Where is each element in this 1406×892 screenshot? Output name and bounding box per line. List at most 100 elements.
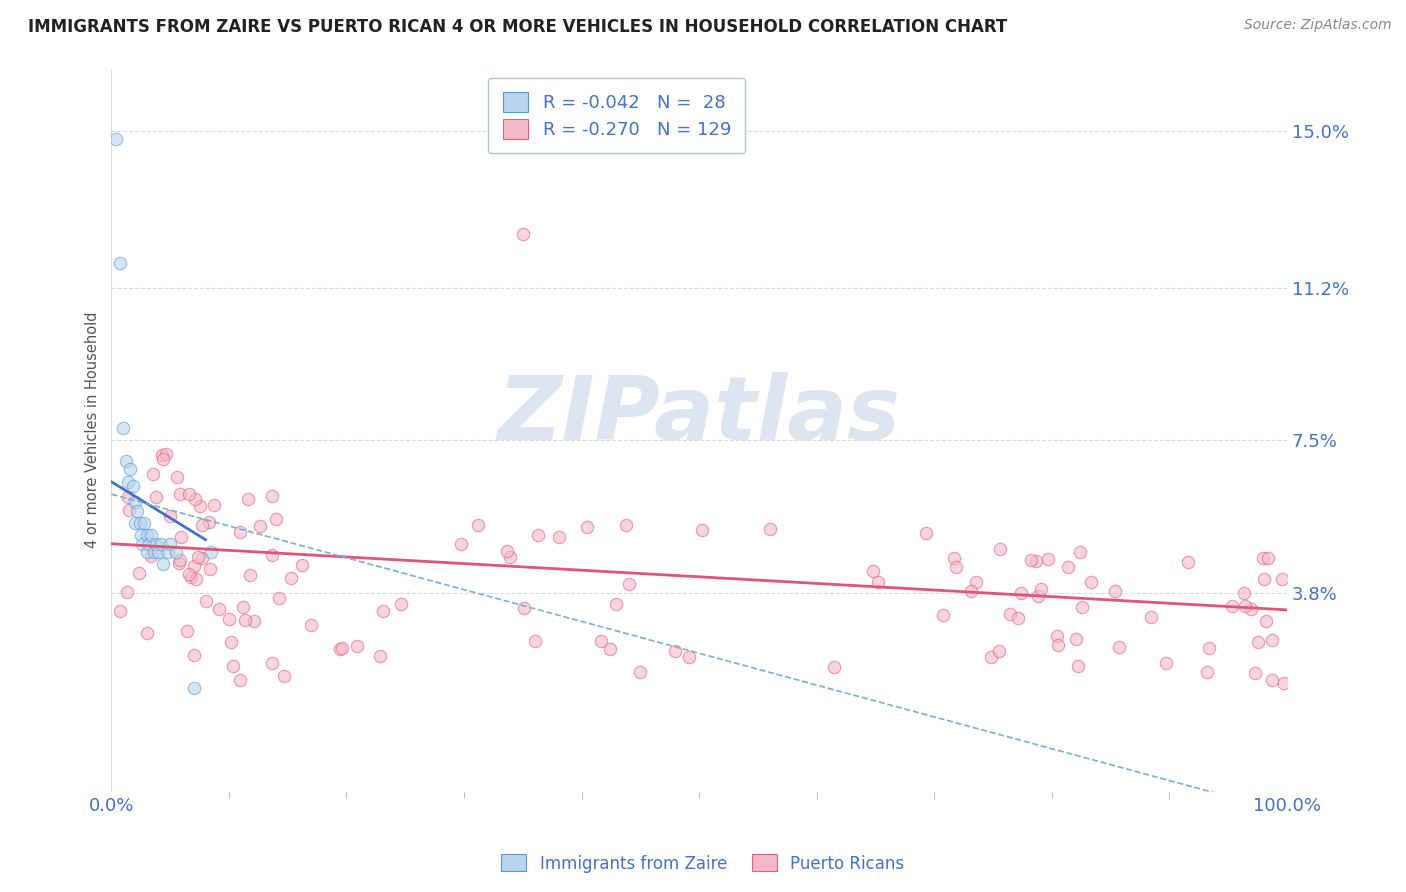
Point <box>167 556 190 570</box>
Point <box>617 577 640 591</box>
Point <box>1251 551 1274 566</box>
Point <box>165 545 187 559</box>
Point <box>1271 572 1294 586</box>
Point <box>273 669 295 683</box>
Point <box>260 548 283 562</box>
Point <box>159 508 181 523</box>
Point <box>914 525 936 540</box>
Point <box>290 558 312 573</box>
Point <box>280 571 302 585</box>
Point <box>614 517 637 532</box>
Point <box>110 604 132 618</box>
Text: ZIPatlas: ZIPatlas <box>498 372 901 459</box>
Point <box>152 558 174 572</box>
Point <box>526 528 548 542</box>
Point <box>988 541 1011 556</box>
Point <box>117 584 139 599</box>
Point <box>998 607 1021 622</box>
Point <box>184 492 207 507</box>
Point <box>128 516 150 530</box>
Point <box>152 451 174 466</box>
Point <box>219 635 242 649</box>
Point <box>1069 545 1091 559</box>
Point <box>330 640 353 655</box>
Point <box>200 545 222 559</box>
Point <box>233 613 256 627</box>
Point <box>1108 640 1130 655</box>
Point <box>513 601 536 615</box>
Point <box>548 530 571 544</box>
Point <box>124 516 146 530</box>
Point <box>1197 665 1219 680</box>
Point <box>262 489 284 503</box>
Point <box>1026 589 1049 603</box>
Point <box>1047 638 1070 652</box>
Point <box>1019 552 1042 566</box>
Point <box>932 607 955 622</box>
Point <box>1243 665 1265 680</box>
Point <box>965 575 987 590</box>
Point <box>243 614 266 628</box>
Point <box>131 537 153 551</box>
Point <box>176 624 198 638</box>
Point <box>1080 575 1102 590</box>
Point <box>960 584 983 599</box>
Point <box>218 612 240 626</box>
Point <box>194 594 217 608</box>
Point <box>942 551 965 566</box>
Point <box>1239 601 1261 615</box>
Point <box>236 492 259 507</box>
Point <box>371 604 394 618</box>
Point <box>1007 611 1029 625</box>
Point <box>499 549 522 564</box>
Point <box>664 644 686 658</box>
Point <box>183 559 205 574</box>
Point <box>183 648 205 663</box>
Point <box>1025 554 1047 568</box>
Point <box>112 421 135 435</box>
Point <box>187 550 209 565</box>
Point <box>136 626 159 640</box>
Point <box>177 487 200 501</box>
Point <box>120 462 142 476</box>
Point <box>221 659 243 673</box>
Point <box>678 650 700 665</box>
Point <box>138 537 160 551</box>
Point <box>134 516 156 530</box>
Point <box>124 495 146 509</box>
Point <box>599 642 621 657</box>
Point <box>166 469 188 483</box>
Point <box>1198 641 1220 656</box>
Point <box>149 537 172 551</box>
Point <box>264 511 287 525</box>
Point <box>145 490 167 504</box>
Point <box>823 659 845 673</box>
Point <box>180 570 202 584</box>
Point <box>1256 615 1278 629</box>
Point <box>1104 584 1126 599</box>
Point <box>1220 599 1243 613</box>
Point <box>868 574 890 589</box>
Point <box>450 537 472 551</box>
Point <box>148 545 170 559</box>
Y-axis label: 4 or more Vehicles in Household: 4 or more Vehicles in Household <box>86 312 100 549</box>
Point <box>108 256 131 270</box>
Point <box>1261 673 1284 687</box>
Point <box>127 504 149 518</box>
Point <box>200 562 222 576</box>
Point <box>159 537 181 551</box>
Point <box>1272 676 1295 690</box>
Point <box>191 518 214 533</box>
Point <box>145 537 167 551</box>
Point <box>142 545 165 559</box>
Point <box>1261 633 1284 648</box>
Point <box>191 551 214 566</box>
Point <box>1253 572 1275 586</box>
Point <box>170 530 193 544</box>
Point <box>368 649 391 664</box>
Point <box>346 639 368 653</box>
Point <box>628 665 651 680</box>
Point <box>512 227 534 241</box>
Point <box>980 649 1002 664</box>
Point <box>690 523 713 537</box>
